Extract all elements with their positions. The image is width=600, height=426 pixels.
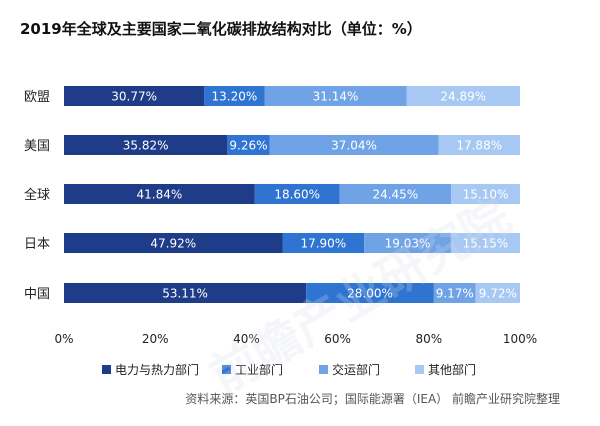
data-label: 17.88% — [456, 139, 502, 153]
bar-segment — [269, 135, 439, 155]
x-tick-label: 100% — [503, 332, 537, 346]
data-label: 37.04% — [331, 139, 377, 153]
data-label: 19.03% — [385, 237, 431, 251]
legend-label: 电力与热力部门 — [115, 362, 199, 377]
bar-segment — [64, 135, 228, 155]
data-label: 28.00% — [347, 287, 393, 301]
bar-segment — [475, 283, 520, 303]
data-label: 24.45% — [372, 188, 418, 202]
data-label: 18.60% — [274, 188, 320, 202]
bar-segment — [64, 86, 205, 106]
bar-segment — [339, 184, 452, 204]
bar-segment — [433, 283, 476, 303]
data-label: 41.84% — [137, 188, 183, 202]
bar-segment — [64, 184, 255, 204]
data-label: 9.26% — [229, 139, 267, 153]
data-label: 31.14% — [313, 90, 359, 104]
bar-segment — [406, 86, 520, 106]
legend-label: 其他部门 — [428, 362, 476, 377]
bar-segment — [254, 184, 340, 204]
category-label: 美国 — [24, 139, 50, 154]
data-label: 9.72% — [479, 287, 517, 301]
x-tick-label: 0% — [54, 332, 73, 346]
data-label: 35.82% — [123, 139, 169, 153]
category-label: 日本 — [24, 237, 50, 252]
data-label: 47.92% — [150, 237, 196, 251]
legend-label: 交运部门 — [332, 362, 380, 377]
bar-segment — [64, 283, 307, 303]
bar-segment — [264, 86, 407, 106]
x-tick-label: 40% — [233, 332, 260, 346]
legend: 电力与热力部门 工业部门 交运部门 其他部门 — [102, 362, 476, 377]
bar-segment — [438, 135, 520, 155]
legend-label: 工业部门 — [235, 362, 283, 377]
data-label: 9.17% — [436, 287, 474, 301]
legend-swatch — [102, 365, 111, 374]
x-tick-labels: 0% 20% 40% 60% 80% 100% — [54, 332, 537, 346]
data-label: 15.15% — [463, 237, 509, 251]
category-label: 欧盟 — [24, 90, 50, 105]
source-note: 资料来源：英国BP石油公司；国际能源署（IEA） 前瞻产业研究院整理 — [185, 391, 560, 406]
x-tick-label: 60% — [324, 332, 351, 346]
bar-segment — [364, 233, 451, 253]
chart-title: 2019年全球及主要国家二氧化碳排放结构对比（单位：%） — [20, 20, 422, 38]
data-label: 13.20% — [212, 90, 258, 104]
x-tick-label: 80% — [415, 332, 442, 346]
data-label: 30.77% — [111, 90, 157, 104]
data-label: 53.11% — [162, 287, 208, 301]
bar-segment — [227, 135, 270, 155]
legend-swatch — [415, 365, 424, 374]
bar-segment — [204, 86, 265, 106]
bar-segment — [450, 233, 520, 253]
category-label: 全球 — [24, 187, 50, 203]
data-label: 15.10% — [463, 188, 509, 202]
legend-swatch — [319, 365, 328, 374]
bars-layer: 30.77% 13.20% 31.14% 24.89% 35.82% 9.26% 37.04… — [64, 86, 520, 303]
x-tick-label: 20% — [142, 332, 169, 346]
bar-segment — [306, 283, 434, 303]
legend-swatch — [222, 365, 231, 374]
bar-segment — [64, 233, 283, 253]
bar-segment — [282, 233, 365, 253]
data-label: 24.89% — [440, 90, 486, 104]
category-label: 中国 — [24, 287, 50, 302]
bar-segment — [451, 184, 520, 204]
data-label: 17.90% — [300, 237, 346, 251]
